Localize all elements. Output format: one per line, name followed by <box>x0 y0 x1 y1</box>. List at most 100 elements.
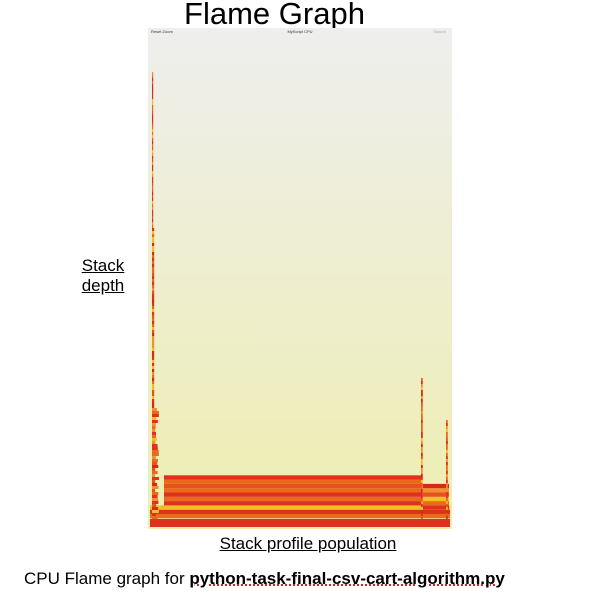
flame-frame-132[interactable] <box>152 417 156 420</box>
flame-frame-207[interactable] <box>421 501 423 504</box>
flame-frame-5[interactable] <box>164 497 422 501</box>
flame-frame-238[interactable] <box>446 495 448 498</box>
flame-frame-157[interactable] <box>152 492 158 495</box>
flame-frame-195[interactable] <box>421 465 423 468</box>
flame-frame-64[interactable] <box>152 213 153 216</box>
flame-frame-185[interactable] <box>421 435 423 438</box>
flame-frame-120[interactable] <box>152 381 154 384</box>
search-link[interactable]: Search <box>433 29 446 35</box>
flame-frame-171[interactable] <box>421 393 423 396</box>
flame-frame-141[interactable] <box>152 444 158 447</box>
flame-frame-43[interactable] <box>152 150 153 153</box>
flame-frame-73[interactable] <box>152 240 154 243</box>
flame-frame-231[interactable] <box>446 474 448 477</box>
flame-frame-63[interactable] <box>152 210 153 213</box>
flame-frame-187[interactable] <box>421 441 423 444</box>
flame-frame-19[interactable] <box>152 78 153 81</box>
flame-frame-179[interactable] <box>421 417 423 420</box>
flame-frame-71[interactable] <box>152 234 154 237</box>
flame-frame-89[interactable] <box>152 288 154 291</box>
flame-frame-54[interactable] <box>152 183 153 186</box>
flame-frame-104[interactable] <box>152 333 154 336</box>
flame-frame-13[interactable] <box>423 497 449 501</box>
flame-frame-137[interactable] <box>152 432 156 435</box>
flame-frame-209[interactable] <box>421 507 423 510</box>
flame-frame-221[interactable] <box>446 444 448 447</box>
flame-frame-37[interactable] <box>152 132 153 135</box>
flame-frame-112[interactable] <box>152 357 154 360</box>
flame-frame-150[interactable] <box>152 471 158 474</box>
flame-frame-166[interactable] <box>421 378 423 381</box>
flame-frame-8[interactable] <box>164 484 422 488</box>
flame-frame-225[interactable] <box>446 456 448 459</box>
flame-frame-62[interactable] <box>152 207 153 210</box>
flame-frame-74[interactable] <box>152 243 154 246</box>
flame-frame-67[interactable] <box>152 222 153 225</box>
flame-frame-197[interactable] <box>421 471 423 474</box>
flame-frame-147[interactable] <box>152 462 157 465</box>
flame-frame-175[interactable] <box>421 405 423 408</box>
flame-frame-159[interactable] <box>152 498 158 501</box>
flame-frame-118[interactable] <box>152 375 154 378</box>
flame-frame-60[interactable] <box>152 201 153 204</box>
flame-frame-173[interactable] <box>421 399 423 402</box>
flame-frame-124[interactable] <box>152 393 154 396</box>
flame-frame-81[interactable] <box>152 264 154 267</box>
flame-frame-12[interactable] <box>423 501 449 505</box>
flame-frame-139[interactable] <box>152 438 157 441</box>
flame-frame-21[interactable] <box>152 84 153 87</box>
flame-frame-223[interactable] <box>446 450 448 453</box>
flame-frame-65[interactable] <box>152 216 153 219</box>
flame-frame-44[interactable] <box>152 153 153 156</box>
flame-frame-103[interactable] <box>152 330 154 333</box>
flame-frame-216[interactable] <box>446 429 448 432</box>
flame-frame-66[interactable] <box>152 219 153 222</box>
flame-frame-155[interactable] <box>152 486 159 489</box>
flame-frame-86[interactable] <box>152 279 154 282</box>
flame-frame-199[interactable] <box>421 477 423 480</box>
flame-frame-99[interactable] <box>152 318 154 321</box>
flame-frame-178[interactable] <box>421 414 423 417</box>
flame-frame-202[interactable] <box>421 486 423 489</box>
flame-frame-239[interactable] <box>446 498 448 501</box>
flame-graph[interactable]: Reset Zoom MyScript CPU Search <box>148 28 452 529</box>
flame-frame-241[interactable] <box>446 504 448 507</box>
flame-frame-31[interactable] <box>152 114 153 117</box>
flame-frame-87[interactable] <box>152 282 154 285</box>
flame-frame-149[interactable] <box>152 468 155 471</box>
flame-frame-84[interactable] <box>152 273 154 276</box>
flame-frame-163[interactable] <box>152 510 159 513</box>
flame-frame-22[interactable] <box>152 87 153 90</box>
flame-frame-24[interactable] <box>152 93 153 96</box>
flame-frame-196[interactable] <box>421 468 423 471</box>
flame-frame-128[interactable] <box>152 405 154 408</box>
flame-frame-235[interactable] <box>446 486 448 489</box>
flame-frame-85[interactable] <box>152 276 154 279</box>
flame-frame-176[interactable] <box>421 408 423 411</box>
flame-frame-183[interactable] <box>421 429 423 432</box>
flame-frame-188[interactable] <box>421 444 423 447</box>
flame-frame-11[interactable] <box>423 505 449 509</box>
flame-frame-174[interactable] <box>421 402 423 405</box>
flame-frame-50[interactable] <box>152 171 153 174</box>
flame-frame-72[interactable] <box>152 237 154 240</box>
flame-frame-190[interactable] <box>421 450 423 453</box>
flame-frame-161[interactable] <box>152 504 156 507</box>
flame-frame-168[interactable] <box>421 384 423 387</box>
flame-frame-93[interactable] <box>152 300 154 303</box>
flame-frame-111[interactable] <box>152 354 154 357</box>
flame-frame-28[interactable] <box>152 105 153 108</box>
flame-frame-218[interactable] <box>446 435 448 438</box>
flame-frame-46[interactable] <box>152 159 153 162</box>
flame-frame-151[interactable] <box>152 474 155 477</box>
flame-frame-90[interactable] <box>152 291 154 294</box>
flame-frame-135[interactable] <box>152 426 156 429</box>
flame-frame-53[interactable] <box>152 180 153 183</box>
flame-frame-200[interactable] <box>421 480 423 483</box>
flame-frame-167[interactable] <box>421 381 423 384</box>
flame-frame-170[interactable] <box>421 390 423 393</box>
flame-frame-148[interactable] <box>152 465 158 468</box>
flame-frame-227[interactable] <box>446 462 448 465</box>
flame-frame-113[interactable] <box>152 360 154 363</box>
flame-frame-193[interactable] <box>421 459 423 462</box>
